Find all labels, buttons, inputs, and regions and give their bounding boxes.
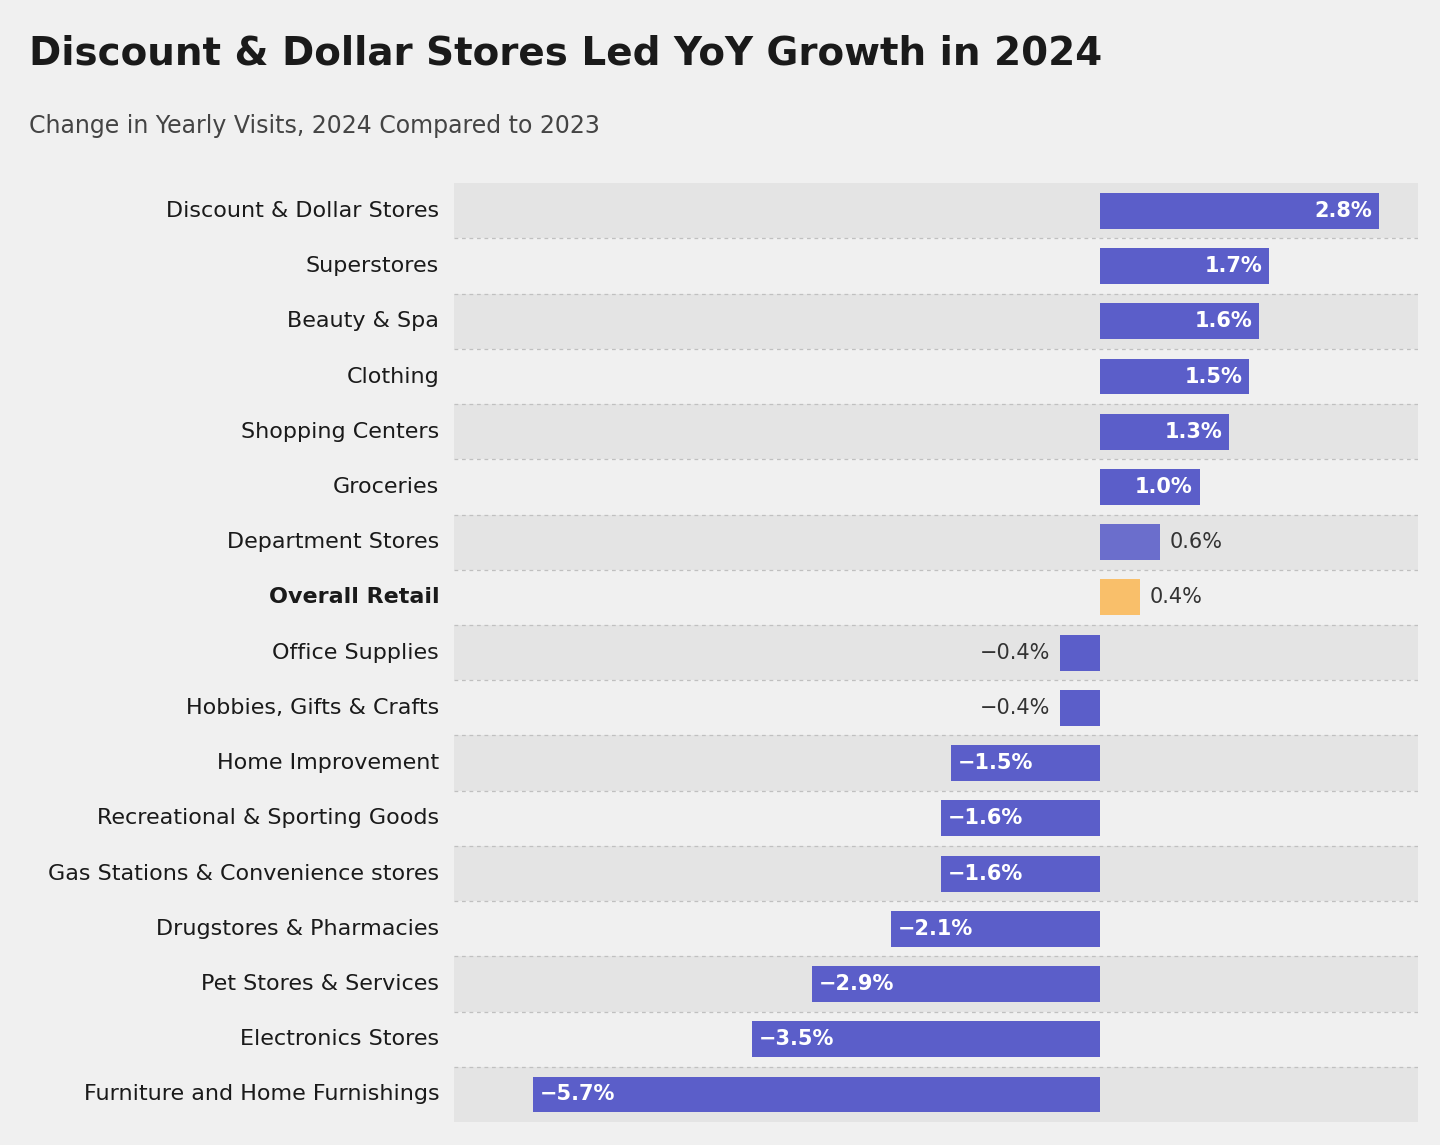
Text: −1.6%: −1.6%	[948, 863, 1024, 884]
Text: −3.5%: −3.5%	[759, 1029, 834, 1049]
Text: Recreational & Sporting Goods: Recreational & Sporting Goods	[96, 808, 439, 828]
Bar	[812, 966, 1100, 1002]
Bar	[1100, 524, 1159, 560]
Bar	[454, 404, 1418, 459]
Text: Pet Stores & Services: Pet Stores & Services	[202, 974, 439, 994]
Text: 0.4%: 0.4%	[1151, 587, 1202, 607]
Bar	[454, 293, 1418, 349]
Bar	[454, 625, 1418, 680]
Text: −2.1%: −2.1%	[899, 918, 973, 939]
Text: Drugstores & Pharmacies: Drugstores & Pharmacies	[156, 918, 439, 939]
Bar	[454, 183, 1418, 238]
Text: 1.3%: 1.3%	[1165, 421, 1223, 442]
Text: −0.4%: −0.4%	[981, 698, 1050, 718]
Bar	[454, 901, 1418, 956]
Text: 1.6%: 1.6%	[1195, 311, 1253, 331]
Text: Overall Retail: Overall Retail	[269, 587, 439, 607]
Bar	[1100, 579, 1140, 615]
Text: Groceries: Groceries	[333, 477, 439, 497]
Text: Office Supplies: Office Supplies	[272, 642, 439, 663]
Bar	[1060, 634, 1100, 671]
Text: −5.7%: −5.7%	[540, 1084, 615, 1105]
Bar	[1100, 358, 1250, 394]
Text: 0.6%: 0.6%	[1169, 532, 1223, 552]
Text: Furniture and Home Furnishings: Furniture and Home Furnishings	[84, 1084, 439, 1105]
Bar	[454, 956, 1418, 1012]
Bar	[454, 514, 1418, 570]
Text: Department Stores: Department Stores	[228, 532, 439, 552]
Text: Discount & Dollar Stores: Discount & Dollar Stores	[166, 200, 439, 221]
Bar	[891, 911, 1100, 947]
Bar	[454, 349, 1418, 404]
Text: Home Improvement: Home Improvement	[217, 753, 439, 773]
Bar	[940, 800, 1100, 836]
Text: −2.9%: −2.9%	[818, 974, 894, 994]
Bar	[454, 680, 1418, 735]
Text: −1.5%: −1.5%	[958, 753, 1034, 773]
Bar	[454, 570, 1418, 625]
Bar	[1100, 248, 1269, 284]
Text: Discount & Dollar Stores Led YoY Growth in 2024: Discount & Dollar Stores Led YoY Growth …	[29, 34, 1102, 72]
Bar	[950, 745, 1100, 781]
Bar	[1100, 192, 1378, 229]
Text: Gas Stations & Convenience stores: Gas Stations & Convenience stores	[48, 863, 439, 884]
Bar	[1100, 413, 1230, 450]
Bar	[1100, 469, 1200, 505]
Bar	[940, 855, 1100, 892]
Bar	[454, 238, 1418, 293]
Text: 2.8%: 2.8%	[1313, 200, 1372, 221]
Bar	[454, 791, 1418, 846]
Text: −1.6%: −1.6%	[948, 808, 1024, 828]
Bar	[533, 1076, 1100, 1113]
Bar	[752, 1021, 1100, 1057]
Bar	[454, 459, 1418, 514]
Text: Superstores: Superstores	[305, 256, 439, 276]
Text: 1.0%: 1.0%	[1135, 477, 1192, 497]
Text: Beauty & Spa: Beauty & Spa	[288, 311, 439, 331]
Bar	[1100, 303, 1259, 339]
Text: Electronics Stores: Electronics Stores	[240, 1029, 439, 1049]
Text: −0.4%: −0.4%	[981, 642, 1050, 663]
Text: 1.5%: 1.5%	[1185, 366, 1243, 387]
Bar	[454, 1067, 1418, 1122]
Bar	[454, 846, 1418, 901]
Text: Hobbies, Gifts & Crafts: Hobbies, Gifts & Crafts	[186, 698, 439, 718]
Bar	[1060, 690, 1100, 726]
Text: 1.7%: 1.7%	[1204, 256, 1263, 276]
Bar	[454, 1012, 1418, 1067]
Text: Change in Yearly Visits, 2024 Compared to 2023: Change in Yearly Visits, 2024 Compared t…	[29, 114, 599, 139]
Bar	[454, 735, 1418, 791]
Text: Shopping Centers: Shopping Centers	[240, 421, 439, 442]
Text: Clothing: Clothing	[347, 366, 439, 387]
